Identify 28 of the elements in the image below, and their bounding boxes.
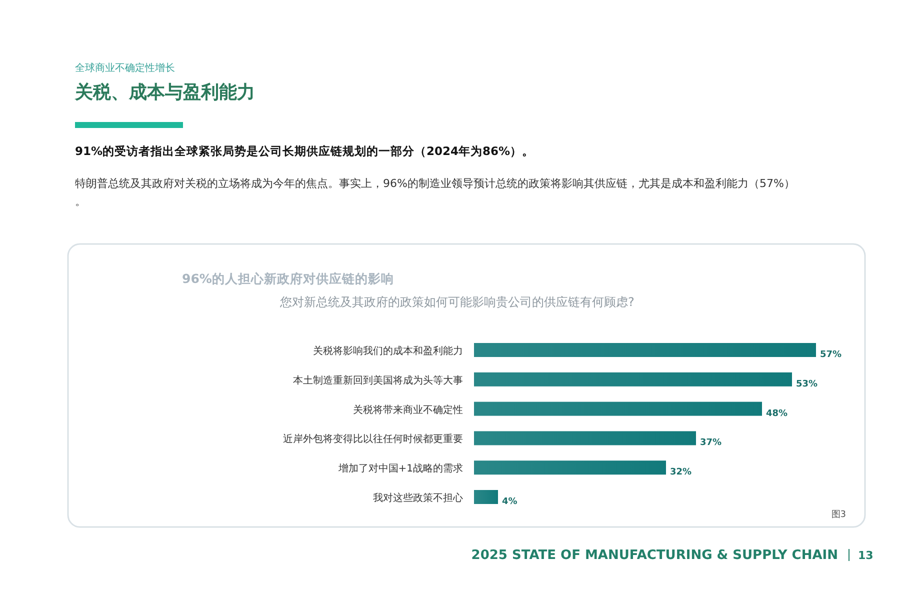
text: 特朗普总统及其政府对关税的立场将成为今年的焦点。事实上，96%的制造业领导预计总统的政策将影响其供应链，尤其是成本和盈利能力（57%） xyxy=(75,177,795,190)
data-label: 4% xyxy=(502,497,518,507)
data-label: 32% xyxy=(670,468,692,478)
text: 全球商业不确定性增长 xyxy=(75,62,175,74)
bar xyxy=(474,460,666,475)
bar xyxy=(474,490,498,504)
data-label: 37% xyxy=(700,438,722,448)
bar xyxy=(474,343,816,357)
text: 91%的受访者指出全球紧张局势是公司长期供应链规划的一部分（2024年为86%）。 xyxy=(75,144,534,158)
y-tick-label: 本土制造重新回到美国将成为头等大事 xyxy=(293,374,463,386)
text: 2025 STATE OF MANUFACTURING & SUPPLY CHAIN xyxy=(471,548,838,563)
bar xyxy=(474,431,696,446)
y-tick-label: 增加了对中国+1战略的需求 xyxy=(337,462,463,475)
chart-subtitle: 您对新总统及其政府的政策如何可能影响贵公司的供应链有何顾虑? xyxy=(279,295,634,309)
bar xyxy=(474,402,762,416)
bar xyxy=(474,372,792,386)
text: 。 xyxy=(75,195,86,208)
y-tick-label: 关税将影响我们的成本和盈利能力 xyxy=(313,345,463,357)
text: 96%的人担心新政府对供应链的影响 xyxy=(182,271,394,286)
data-label: 57% xyxy=(820,350,842,360)
y-tick-label: 近岸外包将变得比以往任何时候都更重要 xyxy=(283,433,463,446)
data-label: 53% xyxy=(796,379,818,390)
text: 关税、成本与盈利能力 xyxy=(74,82,255,103)
y-tick-label: 关税将带来商业不确定性 xyxy=(353,404,463,416)
text: 13 xyxy=(858,549,874,562)
data-label: 48% xyxy=(766,408,788,419)
caption: 图3 xyxy=(831,510,846,520)
y-tick-label: 我对这些政策不担心 xyxy=(373,492,463,504)
